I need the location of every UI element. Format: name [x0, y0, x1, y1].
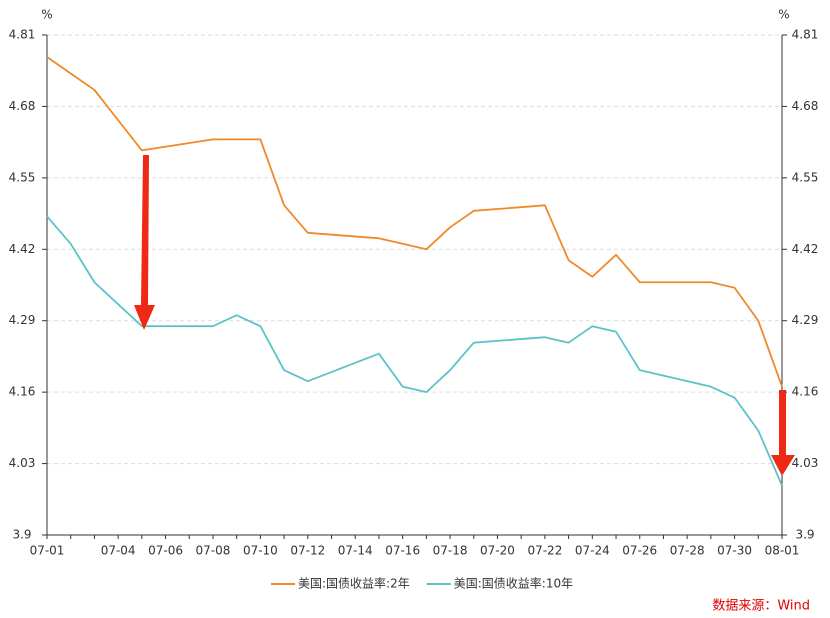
x-tick-label: 08-01: [765, 544, 800, 558]
y-tick-label: 4.42: [9, 242, 36, 256]
y2-tick-label: 3.9: [795, 528, 814, 542]
y-tick-label: 4.29: [9, 313, 36, 327]
y-tick-label: 3.9: [12, 528, 31, 542]
x-tick-label: 07-20: [480, 544, 515, 558]
x-tick-label: 07-01: [30, 544, 65, 558]
y2-tick-label: 4.16: [792, 385, 819, 399]
x-tick-label: 07-24: [575, 544, 610, 558]
x-tick-label: 07-10: [243, 544, 278, 558]
y-tick-label: 4.03: [9, 456, 36, 470]
y2-tick-label: 4.03: [792, 456, 819, 470]
y-tick-label: 4.55: [9, 170, 36, 184]
y-tick-label: 4.68: [9, 99, 36, 113]
x-tick-label: 07-06: [148, 544, 183, 558]
x-tick-label: 07-14: [338, 544, 373, 558]
y-unit: %: [41, 8, 52, 22]
y2-tick-label: 4.55: [792, 170, 819, 184]
series-line: [46, 215, 783, 486]
y2-tick-label: 4.81: [792, 28, 819, 42]
y2-unit: %: [778, 8, 789, 22]
legend-label: 美国:国债收益率:2年: [298, 576, 410, 591]
x-tick-label: 07-28: [670, 544, 705, 558]
x-tick-label: 07-12: [290, 544, 325, 558]
source: 数据来源：Wind: [712, 599, 810, 614]
x-tick-label: 07-04: [101, 544, 136, 558]
x-tick-label: 07-30: [717, 544, 752, 558]
legend-label: 美国:国债收益率:10年: [454, 576, 573, 591]
x-tick-label: 07-22: [527, 544, 562, 558]
x-tick-label: 07-18: [433, 544, 468, 558]
x-tick-label: 07-08: [196, 544, 231, 558]
arrow: [134, 155, 155, 330]
x-tick-label: 07-16: [385, 544, 420, 558]
y2-tick-label: 4.29: [792, 313, 819, 327]
y2-tick-label: 4.42: [792, 242, 819, 256]
y2-tick-label: 4.68: [792, 99, 819, 113]
arrow: [771, 390, 795, 476]
annotation-arrows: [134, 155, 795, 476]
series-line: [46, 56, 783, 387]
x-tick-label: 07-26: [622, 544, 657, 558]
y-tick-label: 4.81: [9, 28, 36, 42]
y-tick-label: 4.16: [9, 385, 36, 399]
